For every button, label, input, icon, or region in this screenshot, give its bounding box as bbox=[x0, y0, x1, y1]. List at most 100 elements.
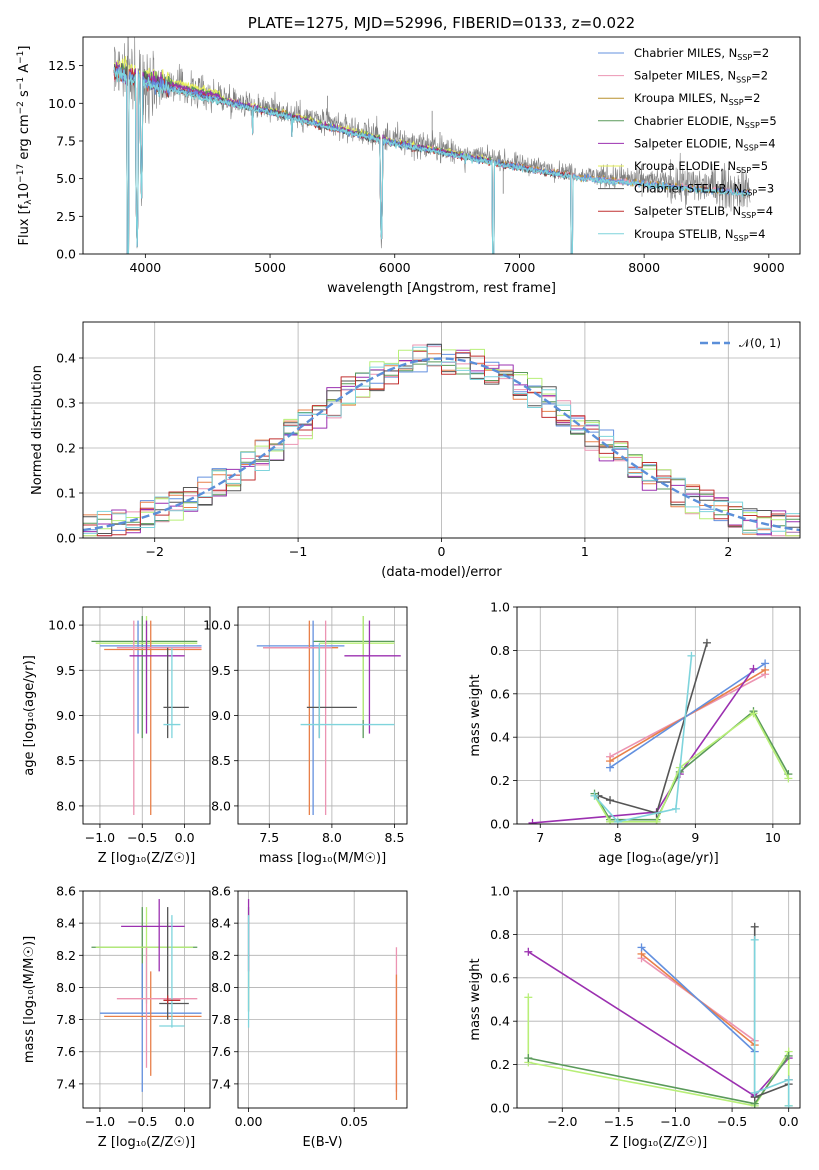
errorbar-point bbox=[319, 616, 395, 721]
legend-label: Kroupa MILES, NSSP=2 bbox=[634, 91, 761, 107]
x-axis-label: Z [log₁₀(Z/Z☉)] bbox=[98, 1135, 195, 1150]
x-tick-label: −0.5 bbox=[127, 1114, 157, 1129]
x-tick-label: −2 bbox=[145, 544, 163, 559]
y-tick-label: 8.5 bbox=[56, 753, 76, 768]
y-tick-label: 7.5 bbox=[56, 133, 76, 148]
weight-marker bbox=[784, 1051, 793, 1060]
weight-series-line bbox=[527, 951, 790, 1097]
y-tick-label: 0.8 bbox=[490, 927, 510, 942]
plot-area bbox=[524, 922, 793, 1108]
axes-frame bbox=[237, 890, 408, 1109]
y-tick-label: 8.0 bbox=[211, 798, 231, 813]
y-tick-label: 0.6 bbox=[490, 686, 510, 701]
errorbar-point bbox=[104, 620, 202, 815]
weight-marker bbox=[606, 817, 615, 824]
y-tick-label: 0.0 bbox=[490, 817, 510, 832]
weight-marker bbox=[750, 935, 759, 944]
legend-name: Salpeter STELIB bbox=[634, 204, 725, 218]
legend-name: Kroupa MILES bbox=[634, 91, 713, 105]
legend: Chabrier MILES, NSSP=2 Salpeter MILES, NS… bbox=[598, 46, 777, 243]
weight-marker bbox=[606, 796, 615, 805]
legend-name: Kroupa ELODIE bbox=[634, 159, 720, 173]
x-axis-label: Z [log₁₀(Z/Z☉)] bbox=[610, 1135, 707, 1150]
errorbar-point bbox=[116, 620, 202, 815]
x-axis-label: wavelength [Angstrom, rest frame] bbox=[327, 281, 556, 296]
y-tick-label: 7.4 bbox=[211, 1076, 231, 1091]
x-tick-label: 0.05 bbox=[340, 1114, 368, 1129]
errorbar-point bbox=[116, 947, 198, 1068]
x-tick-label: 0.0 bbox=[175, 1114, 195, 1129]
x-tick-label: −1.0 bbox=[660, 1114, 690, 1129]
weight-marker bbox=[784, 774, 793, 783]
legend-label: Salpeter ELODIE, NSSP=4 bbox=[634, 136, 776, 152]
x-axis-label: mass [log₁₀(M/M☉)] bbox=[259, 851, 386, 866]
weight-marker bbox=[749, 709, 758, 718]
y-tick-label: 9.0 bbox=[211, 708, 231, 723]
y-tick-label: 0.3 bbox=[56, 396, 76, 411]
legend-label: Salpeter STELIB, NSSP=4 bbox=[634, 204, 773, 220]
plot-area bbox=[83, 343, 800, 537]
legend-name: Chabrier STELIB bbox=[634, 182, 726, 196]
y-tick-label: 12.5 bbox=[48, 58, 76, 73]
errorbar-point bbox=[344, 620, 401, 734]
weight-marker bbox=[637, 943, 646, 952]
axes-mass_vs_Z: −1.0 −0.5 0.0 7.4 7.6 7.8 8.0 8.2 8.4 8.6 Z [log₁₀… bbox=[22, 884, 211, 1150]
x-tick-label: 0.00 bbox=[235, 1114, 263, 1129]
y-tick-label: 0.0 bbox=[56, 247, 76, 262]
x-tick-label: −0.5 bbox=[717, 1114, 747, 1129]
errorbar-point bbox=[121, 899, 185, 972]
legend-name: Kroupa STELIB bbox=[634, 227, 718, 241]
x-axis-label: age [log₁₀(age/yr)] bbox=[598, 851, 719, 866]
x-tick-label: 8.5 bbox=[385, 830, 405, 845]
x-axis-label: E(B-V) bbox=[302, 1135, 342, 1150]
x-tick-label: 9 bbox=[691, 830, 699, 845]
y-tick-label: 10.0 bbox=[48, 96, 76, 111]
legend-nssp: =4 bbox=[749, 227, 766, 241]
residual-histogram bbox=[83, 350, 800, 537]
y-tick-label: 0.4 bbox=[56, 351, 76, 366]
axes-frame bbox=[82, 36, 801, 255]
weight-marker bbox=[784, 1075, 793, 1084]
weight-marker bbox=[524, 1054, 533, 1063]
x-tick-label: 0.0 bbox=[175, 830, 195, 845]
weight-series-line bbox=[609, 662, 766, 769]
legend-label: Salpeter MILES, NSSP=2 bbox=[634, 69, 768, 85]
gridlines bbox=[517, 890, 800, 1109]
y-tick-label: 0.1 bbox=[56, 486, 76, 501]
axes-spectrum: 4000 5000 6000 7000 8000 9000 0.0 2.5 5.0 7.5 10.0… bbox=[16, 36, 801, 296]
weight-marker bbox=[590, 791, 599, 800]
plot-area bbox=[113, 37, 751, 254]
axes-frame bbox=[516, 890, 801, 1109]
y-axis-label: mass weight bbox=[468, 958, 483, 1040]
x-tick-label: 2 bbox=[724, 544, 732, 559]
x-tick-label: 7.5 bbox=[259, 830, 279, 845]
legend-name: Chabrier ELODIE bbox=[634, 114, 729, 128]
x-tick-label: 1 bbox=[581, 544, 589, 559]
axes-mass_vs_ebv: 0.00 0.05 7.4 7.6 7.8 8.0 8.2 8.4 8.6 E(B-V) bbox=[211, 884, 408, 1150]
y-tick-label: 5.0 bbox=[56, 171, 76, 186]
legend-nssp: =2 bbox=[752, 46, 769, 60]
errorbar-point bbox=[263, 620, 332, 815]
x-tick-label: 8000 bbox=[628, 260, 660, 275]
errorbar-point bbox=[163, 647, 189, 739]
x-axis-label: (data-model)/error bbox=[381, 565, 502, 580]
y-tick-label: 8.5 bbox=[211, 753, 231, 768]
y-axis-label: age [log₁₀(age/yr)] bbox=[22, 655, 37, 776]
legend-label: Chabrier STELIB, NSSP=3 bbox=[634, 182, 774, 198]
x-axis-label: Z [log₁₀(Z/Z☉)] bbox=[98, 851, 195, 866]
y-tick-label: 0.2 bbox=[56, 441, 76, 456]
axes-frame bbox=[516, 606, 801, 825]
x-tick-label: 5000 bbox=[254, 260, 286, 275]
y-tick-label: 8.0 bbox=[211, 980, 231, 995]
weight-marker bbox=[702, 638, 711, 647]
gridlines bbox=[517, 606, 800, 825]
axes-weight_vs_age: 7 8 9 10 0.0 0.2 0.4 0.6 0.8 1.0 age [log₁₀(age/yr… bbox=[468, 600, 801, 866]
figure-title: PLATE=1275, MJD=52996, FIBERID=0133, z=0… bbox=[248, 14, 635, 32]
axes-age_vs_Z: −1.0 −0.5 0.0 8.0 8.5 9.0 9.5 10.0 Z [log₁₀(Z/Z☉… bbox=[22, 606, 211, 866]
errorbar-point bbox=[91, 907, 198, 1012]
y-tick-label: 0.8 bbox=[490, 643, 510, 658]
axes-age_vs_mass: 7.5 8.0 8.5 8.0 8.5 9.0 9.5 10.0 mass [log₁₀(M/M… bbox=[203, 606, 408, 866]
y-tick-label: 0.0 bbox=[56, 531, 76, 546]
errorbar-point bbox=[91, 616, 198, 739]
plot-area bbox=[91, 899, 202, 1092]
